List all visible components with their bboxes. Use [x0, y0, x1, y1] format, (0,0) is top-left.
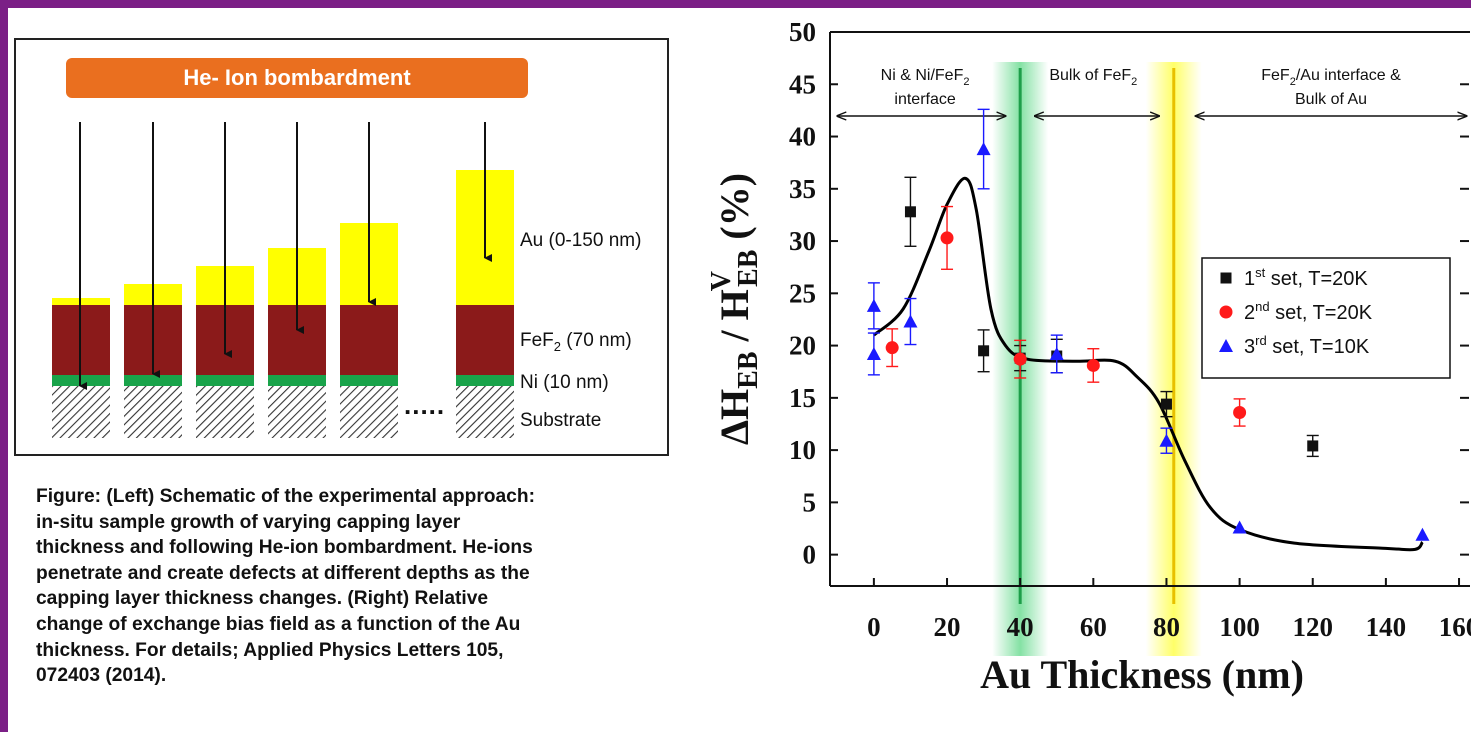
data-point — [1086, 358, 1100, 372]
fef2-layer — [456, 305, 514, 375]
y-tick-label: 50 — [789, 17, 816, 47]
substrate-layer — [124, 386, 182, 438]
x-tick-label: 60 — [1080, 612, 1107, 642]
y-tick-label: 40 — [789, 122, 816, 152]
data-point — [1013, 352, 1027, 366]
data-point — [866, 298, 881, 312]
y-tick-label: 25 — [789, 278, 816, 308]
x-tick-label: 80 — [1153, 612, 1180, 642]
region-label: Bulk of Au — [1295, 91, 1367, 108]
data-point — [1415, 527, 1430, 541]
series-triangle — [866, 108, 1430, 541]
region-label: Ni & Ni/FeF2 — [881, 67, 970, 88]
data-point — [1159, 433, 1174, 447]
figure-caption: Figure: (Left) Schematic of the experime… — [36, 486, 535, 687]
substrate-layer — [456, 386, 514, 438]
y-tick-label: 0 — [803, 540, 817, 570]
x-tick-label: 20 — [934, 612, 961, 642]
y-tick-label: 10 — [789, 435, 816, 465]
legend-box — [1201, 257, 1451, 379]
au-label: Au (0-150 nm) — [520, 230, 642, 251]
y-axis-title: ΔHEB / HVEB (%) — [706, 173, 764, 445]
x-tick-label: 0 — [867, 612, 881, 642]
x-tick-label: 140 — [1366, 612, 1407, 642]
y-tick-label: 15 — [789, 383, 816, 413]
fef2-layer — [340, 305, 398, 375]
series-circle — [885, 205, 1247, 427]
data-point — [1049, 346, 1064, 360]
legend-label: 3rd set, T=10K — [1244, 333, 1370, 358]
fef2-label: FeF2 (70 nm) — [520, 330, 632, 354]
data-point — [976, 142, 991, 156]
legend-marker — [1219, 305, 1233, 319]
x-tick-label: 120 — [1292, 612, 1333, 642]
x-tick-label: 100 — [1219, 612, 1260, 642]
legend-marker — [1220, 272, 1232, 284]
data-point — [866, 346, 881, 360]
ni-label: Ni (10 nm) — [520, 372, 609, 393]
y-tick-label: 20 — [789, 331, 816, 361]
substrate-label: Substrate — [520, 410, 602, 431]
data-point — [903, 314, 918, 328]
x-tick-label: 160 — [1439, 612, 1471, 642]
x-axis-title: Au Thickness (nm) — [980, 652, 1304, 697]
data-point — [1233, 405, 1247, 419]
ni-layer — [124, 375, 182, 386]
substrate-layer — [340, 386, 398, 438]
data-point — [978, 345, 990, 357]
y-tick-label: 30 — [789, 226, 816, 256]
legend-label: 2nd set, T=20K — [1244, 299, 1373, 324]
data-point — [940, 231, 954, 245]
x-tick-label: 40 — [1007, 612, 1034, 642]
substrate-layer — [196, 386, 254, 438]
substrate-layer — [52, 386, 110, 438]
data-point — [1232, 520, 1247, 534]
data-point — [1160, 398, 1172, 410]
substrate-layer — [268, 386, 326, 438]
legend-marker — [1219, 339, 1233, 352]
ni-layer — [196, 375, 254, 386]
ellipsis: ..... — [404, 390, 446, 420]
region-label: FeF2/Au interface & — [1261, 67, 1401, 88]
layer-stack-diagram — [52, 122, 514, 438]
schematic-panel: He- Ion bombardment Au (0-150 nm) FeF2 (… — [14, 38, 669, 456]
ni-layer — [340, 375, 398, 386]
region-label: Bulk of FeF2 — [1049, 67, 1137, 88]
exchange-bias-chart: 0 20 40 60 80 100 120 140 160 0 5 10 15 20 25 30 35 40 45 5… — [706, 17, 1471, 697]
legend-label: 1st set, T=20K — [1244, 265, 1368, 290]
ni-layer — [268, 375, 326, 386]
y-tick-label: 5 — [803, 487, 817, 517]
data-point — [904, 206, 916, 218]
he-ion-banner: He- Ion bombardment — [66, 58, 528, 98]
data-point — [885, 341, 899, 355]
region-label: interface — [894, 91, 955, 108]
ni-layer — [456, 375, 514, 386]
data-point — [1307, 440, 1319, 452]
y-tick-label: 45 — [789, 69, 816, 99]
y-tick-label: 35 — [789, 174, 816, 204]
